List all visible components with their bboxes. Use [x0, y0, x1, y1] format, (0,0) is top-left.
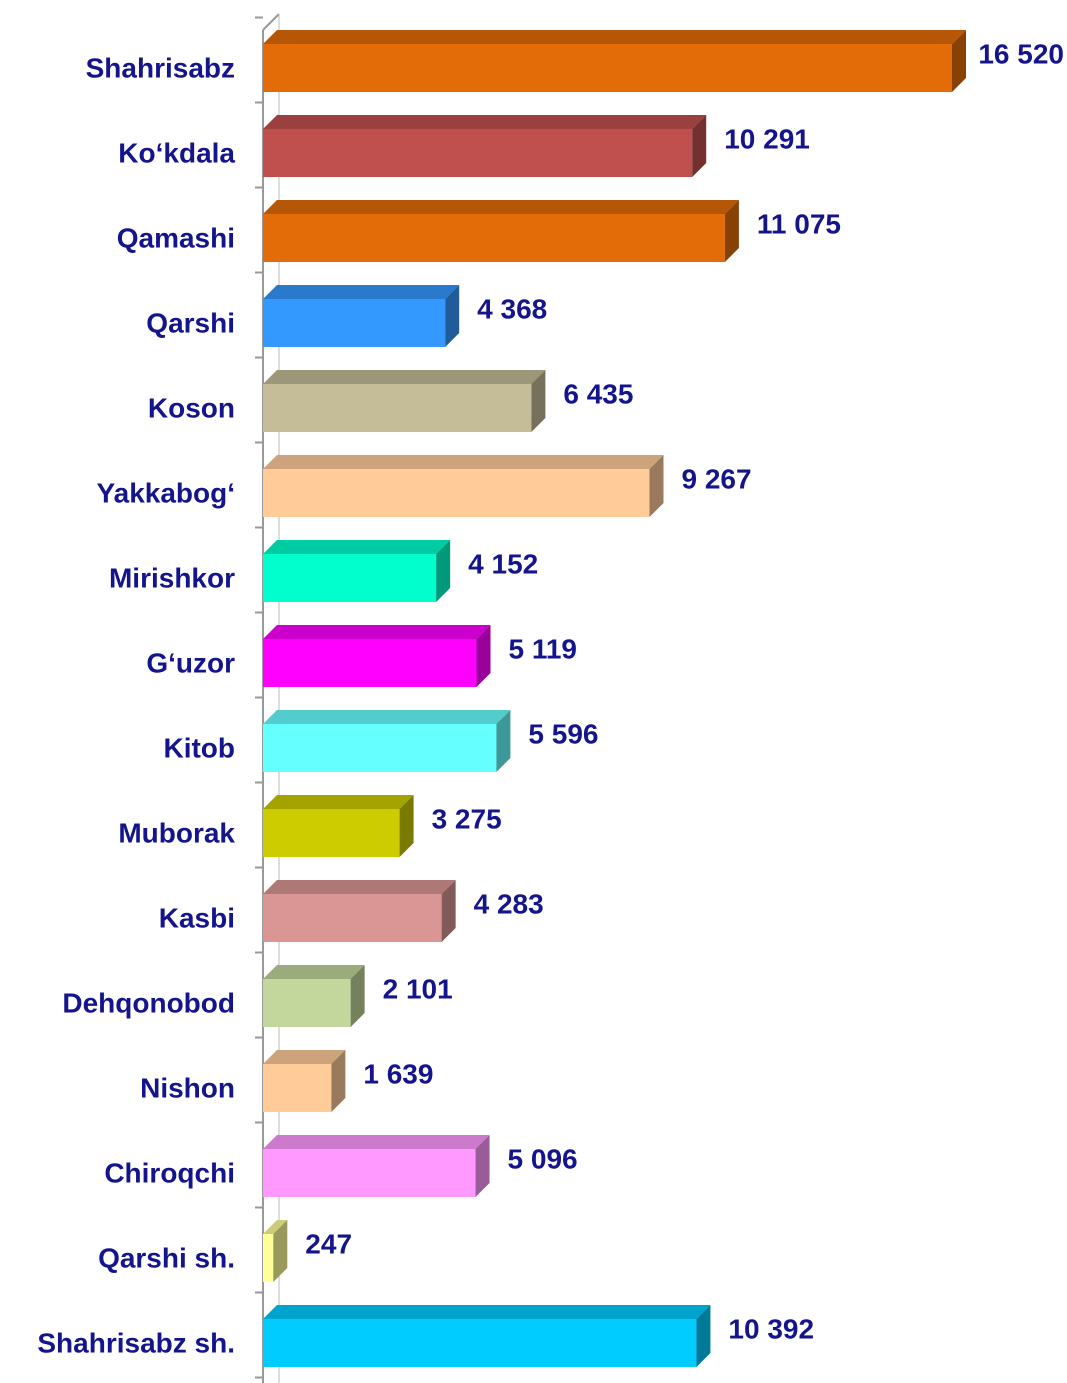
category-label: Kasbi	[159, 902, 235, 933]
bar-top	[263, 1305, 711, 1319]
bar-top	[263, 625, 491, 639]
bar-top	[263, 285, 460, 299]
category-label: Chiroqchi	[104, 1157, 235, 1188]
category-label: Qarshi sh.	[98, 1242, 235, 1273]
bar	[263, 1149, 476, 1197]
bar-top	[263, 30, 966, 44]
bar-side	[331, 1050, 346, 1112]
bar	[263, 979, 351, 1027]
bar-side	[531, 370, 546, 432]
category-label: Koson	[148, 392, 235, 423]
bar-top	[263, 880, 456, 894]
value-label: 247	[305, 1228, 352, 1259]
value-label: 1 639	[363, 1058, 433, 1089]
bar-top	[263, 1135, 490, 1149]
bar-side	[436, 540, 451, 602]
value-label: 6 435	[563, 378, 633, 409]
bar-top	[263, 965, 365, 979]
bar	[263, 1234, 274, 1282]
category-label: Shahrisabz	[86, 52, 235, 83]
category-label: Kitob	[163, 732, 235, 763]
bar-side	[445, 285, 460, 347]
bar	[263, 1064, 332, 1112]
value-label: 2 101	[383, 973, 453, 1004]
bar-side	[273, 1220, 288, 1282]
bar-top	[263, 795, 414, 809]
bar-top	[263, 115, 707, 129]
bar	[263, 129, 693, 177]
bar-side	[692, 115, 707, 177]
bar-side	[952, 30, 966, 92]
bar-side	[476, 625, 491, 687]
bar	[263, 44, 952, 92]
value-label: 5 596	[528, 718, 598, 749]
axis-depth	[262, 13, 280, 31]
bar	[263, 469, 650, 517]
category-label: Qamashi	[117, 222, 235, 253]
value-label: 10 291	[724, 123, 810, 154]
bar-top	[263, 710, 511, 724]
bar	[263, 894, 442, 942]
bar	[263, 299, 446, 347]
bar	[263, 639, 477, 687]
category-label: Qarshi	[146, 307, 235, 338]
bar-top	[263, 1050, 346, 1064]
bar	[263, 809, 400, 857]
bar-side	[496, 710, 511, 772]
category-label: Dehqonobod	[62, 987, 235, 1018]
category-label: Shahrisabz sh.	[37, 1327, 235, 1358]
bar-top	[263, 540, 451, 554]
bar-side	[350, 965, 365, 1027]
bar-side	[724, 200, 739, 262]
value-label: 11 075	[757, 208, 841, 239]
bar-top	[263, 370, 546, 384]
value-label: 10 392	[728, 1313, 814, 1344]
bar-side	[696, 1305, 711, 1367]
value-label: 5 119	[508, 633, 577, 664]
bar	[263, 554, 437, 602]
category-label: Yakkabog‘	[96, 477, 235, 508]
category-label: Muborak	[118, 817, 235, 848]
value-label: 5 096	[508, 1143, 578, 1174]
bar-top	[263, 455, 664, 469]
bar-top	[263, 200, 739, 214]
category-label: Ko‘kdala	[118, 137, 235, 168]
category-label: G‘uzor	[146, 647, 235, 678]
value-label: 4 368	[477, 293, 547, 324]
bar	[263, 214, 725, 262]
bar	[263, 384, 532, 432]
value-label: 9 267	[681, 463, 751, 494]
bar-side	[399, 795, 414, 857]
category-label: Mirishkor	[109, 562, 235, 593]
bar-side	[475, 1135, 490, 1197]
bar	[263, 1319, 697, 1367]
bar-side	[441, 880, 456, 942]
value-label: 4 152	[468, 548, 538, 579]
bar-top	[263, 1220, 288, 1234]
bar-side	[649, 455, 664, 517]
value-label: 4 283	[474, 888, 544, 919]
bar	[263, 724, 497, 772]
value-label: 3 275	[432, 803, 502, 834]
category-label: Nishon	[140, 1072, 235, 1103]
value-label: 16 520	[978, 38, 1064, 69]
